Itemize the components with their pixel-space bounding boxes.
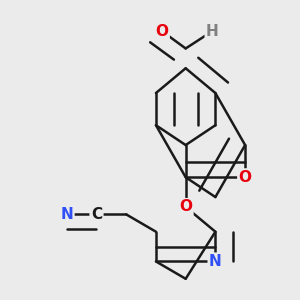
Text: O: O xyxy=(238,170,252,185)
Text: C: C xyxy=(91,207,102,222)
Text: N: N xyxy=(209,254,222,269)
Text: O: O xyxy=(179,200,192,214)
Text: N: N xyxy=(60,207,73,222)
Text: O: O xyxy=(155,24,168,39)
Text: H: H xyxy=(206,24,219,39)
